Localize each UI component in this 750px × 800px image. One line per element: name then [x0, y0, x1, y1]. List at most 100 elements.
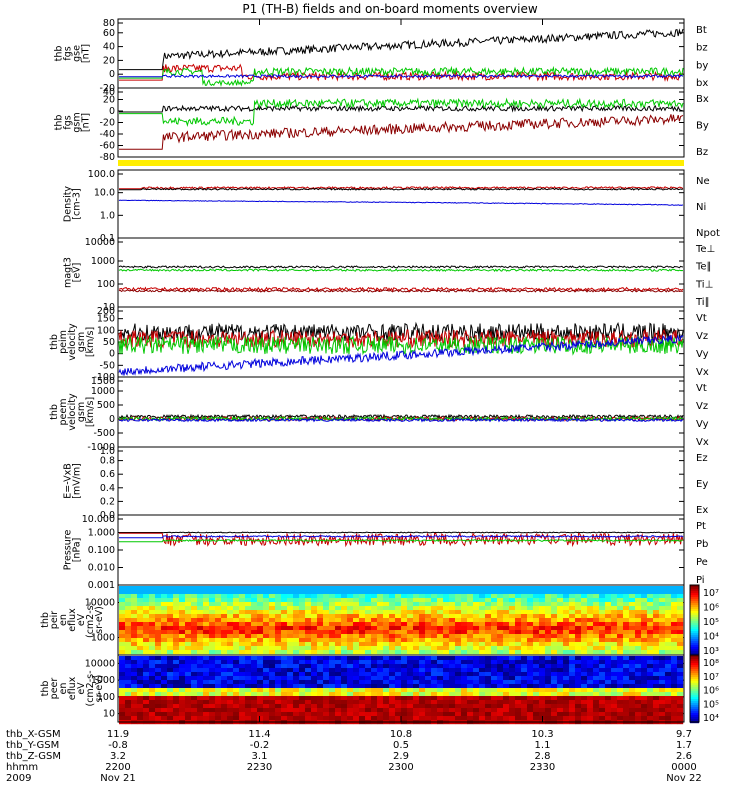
- spec-cell: [395, 618, 402, 623]
- spec-cell: [287, 614, 294, 619]
- spec-cell: [269, 684, 276, 689]
- spec-cell: [467, 680, 474, 685]
- spec-cell: [239, 664, 246, 669]
- spec-cell: [635, 610, 642, 615]
- spec-cell: [167, 676, 174, 681]
- spec-cell: [503, 586, 510, 591]
- ylabel-line: [nT]: [81, 113, 92, 132]
- spec-cell: [179, 602, 186, 607]
- spec-cell: [503, 688, 510, 693]
- spec-cell: [527, 660, 534, 665]
- spec-cell: [593, 622, 600, 627]
- spec-cell: [287, 712, 294, 717]
- spec-cell: [593, 684, 600, 689]
- spec-cell: [353, 614, 360, 619]
- spec-cell: [179, 642, 186, 647]
- spec-cell: [569, 700, 576, 705]
- spec-cell: [443, 684, 450, 689]
- spec-cell: [155, 634, 162, 639]
- spec-cell: [521, 672, 528, 677]
- spec-cell: [515, 618, 522, 623]
- spec-cell: [665, 684, 672, 689]
- spec-cell: [425, 586, 432, 591]
- spec-cell: [131, 622, 138, 627]
- spec-cell: [299, 606, 306, 611]
- spec-cell: [671, 656, 678, 661]
- ytick-label: 150: [97, 314, 115, 325]
- spec-cell: [329, 668, 336, 673]
- spec-cell: [665, 696, 672, 701]
- spec-cell: [119, 638, 126, 643]
- spec-cell: [323, 618, 330, 623]
- spec-cell: [557, 638, 564, 643]
- spec-cell: [263, 700, 270, 705]
- spec-cell: [617, 660, 624, 665]
- spec-cell: [209, 672, 216, 677]
- spec-cell: [437, 638, 444, 643]
- series-Pe: [119, 538, 684, 543]
- time-row-label: thb_Z-GSM: [6, 751, 61, 762]
- spec-cell: [161, 660, 168, 665]
- spec-cell: [209, 630, 216, 635]
- spec-cell: [287, 618, 294, 623]
- spec-cell: [293, 704, 300, 709]
- spec-cell: [155, 668, 162, 673]
- spec-cell: [275, 672, 282, 677]
- spec-cell: [215, 660, 222, 665]
- spec-cell: [479, 626, 486, 631]
- spec-cell: [629, 594, 636, 599]
- spec-cell: [131, 664, 138, 669]
- spec-cell: [341, 692, 348, 697]
- spec-cell: [125, 650, 132, 655]
- spec-cell: [125, 664, 132, 669]
- spec-cell: [617, 618, 624, 623]
- spec-cell: [503, 626, 510, 631]
- time-value: 9.7: [676, 729, 692, 740]
- spec-cell: [449, 638, 456, 643]
- spec-cell: [215, 602, 222, 607]
- spec-cell: [383, 688, 390, 693]
- spec-cell: [437, 712, 444, 717]
- spec-cell: [605, 656, 612, 661]
- spec-cell: [587, 704, 594, 709]
- spec-cell: [611, 712, 618, 717]
- spec-cell: [605, 712, 612, 717]
- spec-cell: [455, 664, 462, 669]
- spec-cell: [431, 664, 438, 669]
- spec-cell: [305, 680, 312, 685]
- legend-Ex: Ex: [696, 505, 708, 516]
- spec-cell: [479, 638, 486, 643]
- spec-cell: [671, 594, 678, 599]
- spec-cell: [269, 642, 276, 647]
- spec-cell: [287, 716, 294, 721]
- spec-cell: [569, 638, 576, 643]
- colorbar-cell: [690, 589, 699, 592]
- spec-cell: [401, 618, 408, 623]
- spec-cell: [557, 668, 564, 673]
- spec-cell: [461, 716, 468, 721]
- spec-cell: [335, 614, 342, 619]
- spec-cell: [551, 610, 558, 615]
- spec-cell: [437, 716, 444, 721]
- spec-cell: [287, 700, 294, 705]
- spec-cell: [221, 696, 228, 701]
- spec-cell: [473, 602, 480, 607]
- spec-cell: [617, 656, 624, 661]
- spec-cell: [419, 610, 426, 615]
- spec-cell: [467, 598, 474, 603]
- spec-cell: [395, 672, 402, 677]
- spec-cell: [239, 614, 246, 619]
- colorbar-cell: [690, 689, 699, 692]
- spec-cell: [299, 696, 306, 701]
- spec-cell: [437, 688, 444, 693]
- spec-cell: [659, 594, 666, 599]
- spec-cell: [653, 630, 660, 635]
- spec-cell: [461, 630, 468, 635]
- spec-cell: [545, 642, 552, 647]
- spec-cell: [203, 672, 210, 677]
- spec-cell: [281, 598, 288, 603]
- spec-cell: [257, 606, 264, 611]
- spec-cell: [143, 638, 150, 643]
- spec-cell: [485, 716, 492, 721]
- spec-cell: [227, 614, 234, 619]
